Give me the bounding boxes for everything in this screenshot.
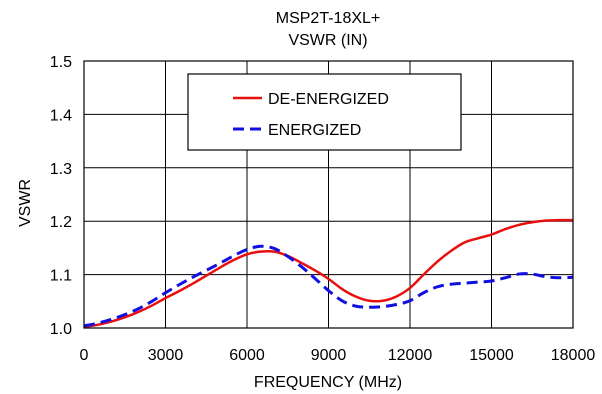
x-tick-label: 12000 xyxy=(388,347,433,364)
x-tick-label: 9000 xyxy=(311,347,347,364)
legend-label-de-energized: DE-ENERGIZED xyxy=(268,91,389,108)
x-tick-labels: 0 3000 6000 9000 12000 15000 18000 xyxy=(80,347,596,364)
series-lines xyxy=(83,218,574,329)
legend-box xyxy=(187,73,462,151)
y-tick-labels: 1.0 1.1 1.2 1.3 1.4 1.5 xyxy=(50,54,72,338)
chart-title: MSP2T-18XL+ xyxy=(276,10,381,27)
x-tick-label: 3000 xyxy=(148,347,184,364)
x-tick-label: 0 xyxy=(80,347,89,364)
chart-subtitle: VSWR (IN) xyxy=(288,32,367,49)
series-line-de-energized xyxy=(83,218,574,329)
plot-frame xyxy=(83,60,574,329)
y-tick-label: 1.5 xyxy=(50,54,72,71)
x-axis-label: FREQUENCY (MHz) xyxy=(254,374,402,391)
y-tick-label: 1.2 xyxy=(50,214,72,231)
legend-label-energized: ENERGIZED xyxy=(268,122,361,139)
x-tick-label: 15000 xyxy=(469,347,514,364)
y-tick-label: 1.3 xyxy=(50,161,72,178)
series-line-energized xyxy=(83,244,574,328)
y-tick-label: 1.4 xyxy=(50,107,72,124)
x-tick-label: 18000 xyxy=(551,347,596,364)
y-tick-label: 1.0 xyxy=(50,321,72,338)
legend: DE-ENERGIZED ENERGIZED xyxy=(187,73,462,151)
x-tick-label: 6000 xyxy=(229,347,265,364)
y-tick-label: 1.1 xyxy=(50,268,72,285)
y-axis-label: VSWR xyxy=(17,179,34,227)
